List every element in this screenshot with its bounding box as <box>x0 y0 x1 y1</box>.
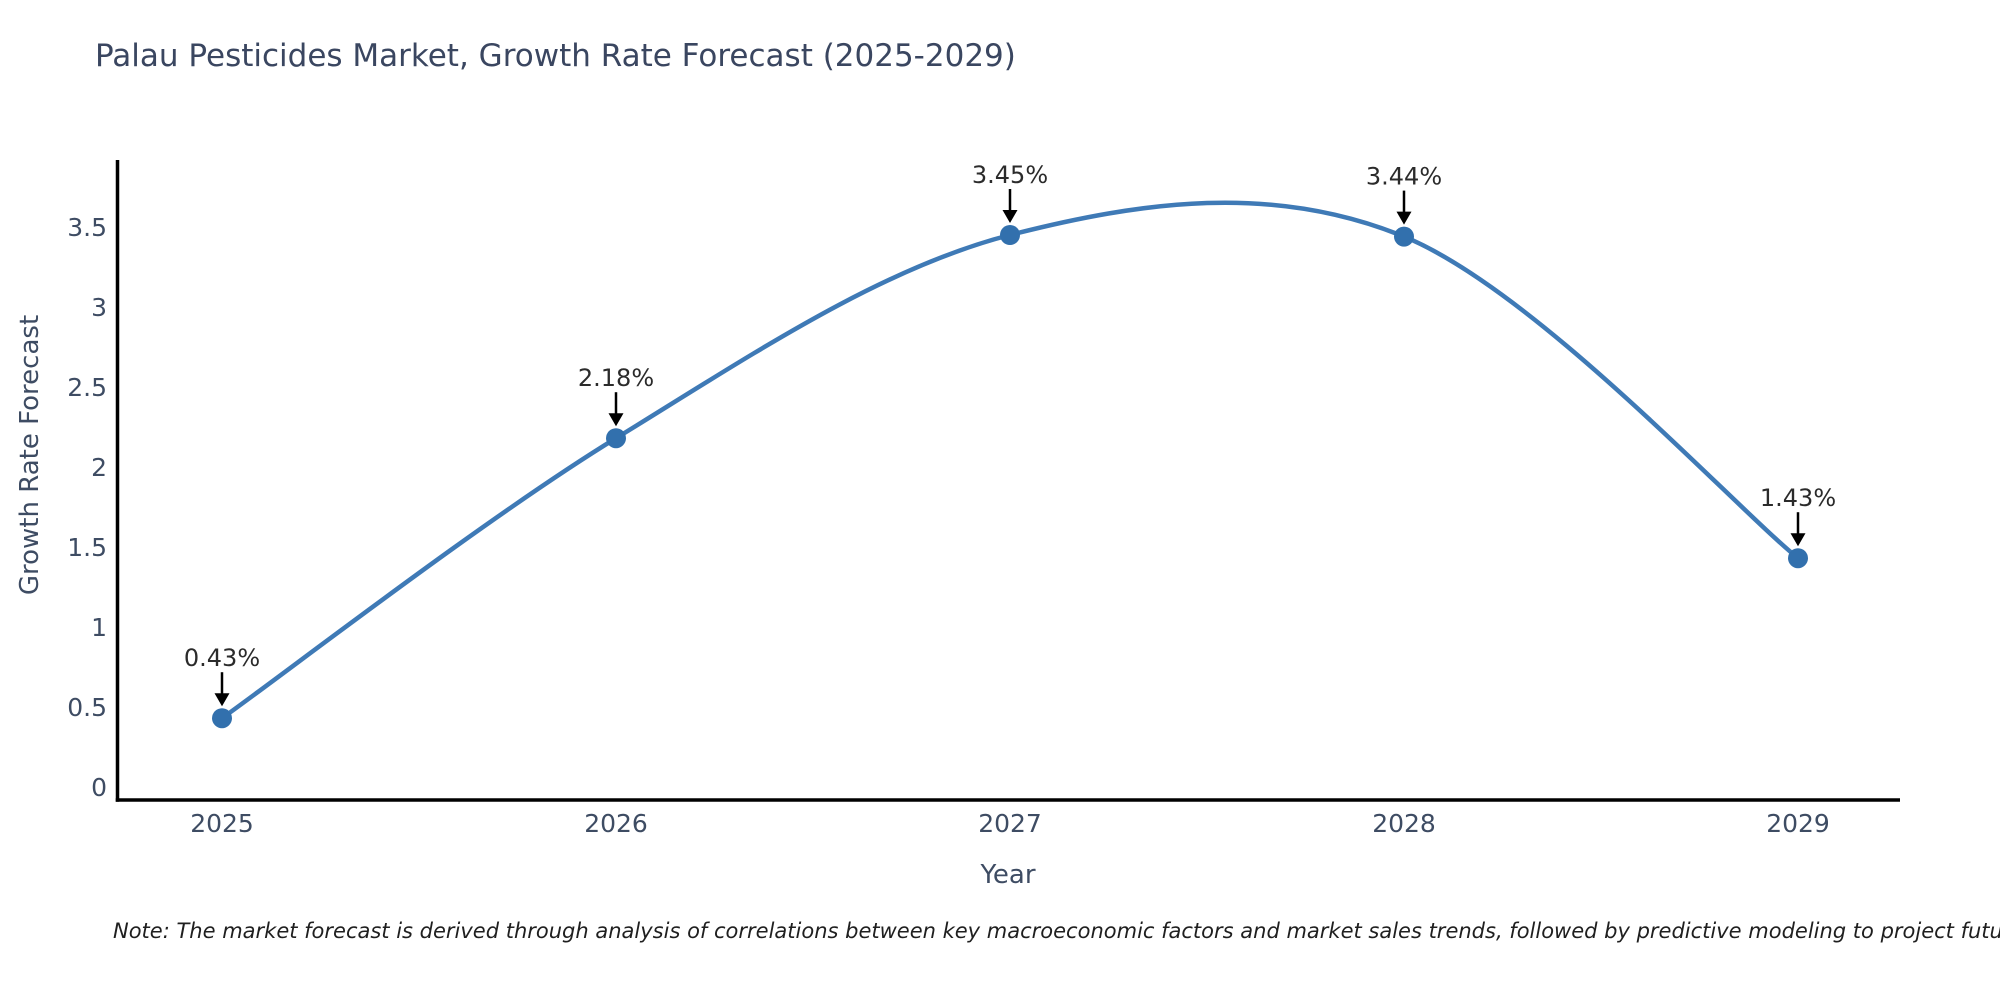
x-tick-label: 2026 <box>584 809 648 838</box>
point-annotation-label: 0.43% <box>184 644 260 672</box>
x-tick-label: 2027 <box>978 809 1042 838</box>
y-tick-label: 1 <box>91 613 107 642</box>
series-line <box>219 200 1801 721</box>
annotation-arrow-head <box>1396 211 1412 225</box>
annotation-arrow-head <box>1790 533 1806 547</box>
y-tick-label: 1.5 <box>67 533 107 562</box>
y-tick-label: 3 <box>91 293 107 322</box>
annotation-arrow-head <box>214 693 230 707</box>
point-annotation-label: 3.45% <box>972 161 1048 189</box>
y-tick-label: 3.5 <box>67 213 107 242</box>
footnote: Note: The market forecast is derived thr… <box>113 919 2000 943</box>
x-tick-label: 2025 <box>190 809 254 838</box>
data-point-marker <box>606 428 626 449</box>
x-axis-title: Year <box>980 860 1036 890</box>
data-point-marker <box>1394 226 1414 247</box>
data-point-marker <box>212 708 232 729</box>
annotation-arrow-head <box>608 413 624 427</box>
point-annotation-label: 2.18% <box>578 364 654 392</box>
data-point-marker <box>1000 225 1020 245</box>
data-point-marker <box>1788 548 1808 569</box>
point-annotation-label: 3.44% <box>1366 163 1442 191</box>
y-tick-label: 2.5 <box>67 373 107 402</box>
y-tick-label: 0.5 <box>67 693 107 722</box>
y-tick-label: 2 <box>91 453 107 482</box>
x-tick-label: 2029 <box>1766 809 1830 838</box>
y-axis-title: Growth Rate Forecast <box>15 314 45 596</box>
point-annotation-label: 1.43% <box>1760 484 1836 512</box>
annotation-arrow-head <box>1002 210 1018 223</box>
x-tick-label: 2028 <box>1372 809 1436 838</box>
chart-title: Palau Pesticides Market, Growth Rate For… <box>95 38 1016 74</box>
y-tick-label: 0 <box>91 773 107 802</box>
